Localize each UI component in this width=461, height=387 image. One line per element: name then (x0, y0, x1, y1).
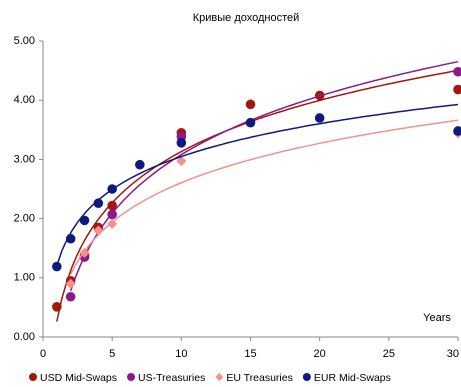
point (453, 66, 461, 77)
legend-label: US-Treasuries (138, 372, 205, 384)
y-tick-label: 0.00 (14, 331, 35, 343)
trend-line (69, 60, 459, 292)
x-axis-label: Years (423, 312, 451, 324)
x-tick-label: 20 (314, 348, 326, 360)
point (52, 302, 62, 312)
legend-marker (302, 373, 311, 381)
legend-marker (127, 373, 136, 381)
y-tick-label: 2.00 (14, 213, 35, 225)
point (79, 215, 90, 226)
legend-label: EU Treasuries (226, 372, 293, 384)
legend-marker (215, 373, 224, 381)
point (176, 138, 187, 148)
point (176, 156, 187, 167)
point (245, 117, 256, 128)
legend-label: EUR Mid-Swaps (314, 372, 391, 384)
x-tick-label: 30 (447, 348, 459, 360)
point (107, 184, 117, 194)
x-tick-label: 5 (109, 348, 115, 360)
x-tick-label: 10 (175, 348, 187, 360)
x-tick-label: 25 (383, 348, 395, 360)
point (453, 84, 461, 95)
point (65, 291, 76, 302)
x-tick-label: 15 (244, 348, 256, 360)
point (107, 209, 117, 220)
legend-label: USD Mid-Swaps (40, 372, 117, 384)
chart-title: Кривые доходностей (193, 12, 300, 24)
trend-line (70, 119, 459, 275)
x-tick-label: 0 (40, 348, 46, 360)
point (93, 198, 104, 209)
y-tick-label: 1.00 (14, 272, 35, 284)
point (52, 261, 62, 272)
trend-line (56, 69, 459, 322)
point (314, 113, 325, 123)
point (453, 126, 461, 136)
point (135, 159, 145, 170)
point (65, 233, 76, 244)
y-tick-label: 3.00 (14, 153, 35, 165)
point (65, 278, 76, 289)
point (107, 200, 117, 211)
point (93, 225, 104, 236)
y-tick-label: 5.00 (14, 35, 35, 47)
legend-marker (29, 373, 37, 381)
point (107, 218, 118, 229)
point (79, 247, 90, 258)
y-tick-label: 4.00 (14, 94, 35, 106)
trend-line (56, 103, 459, 266)
point (245, 99, 256, 110)
